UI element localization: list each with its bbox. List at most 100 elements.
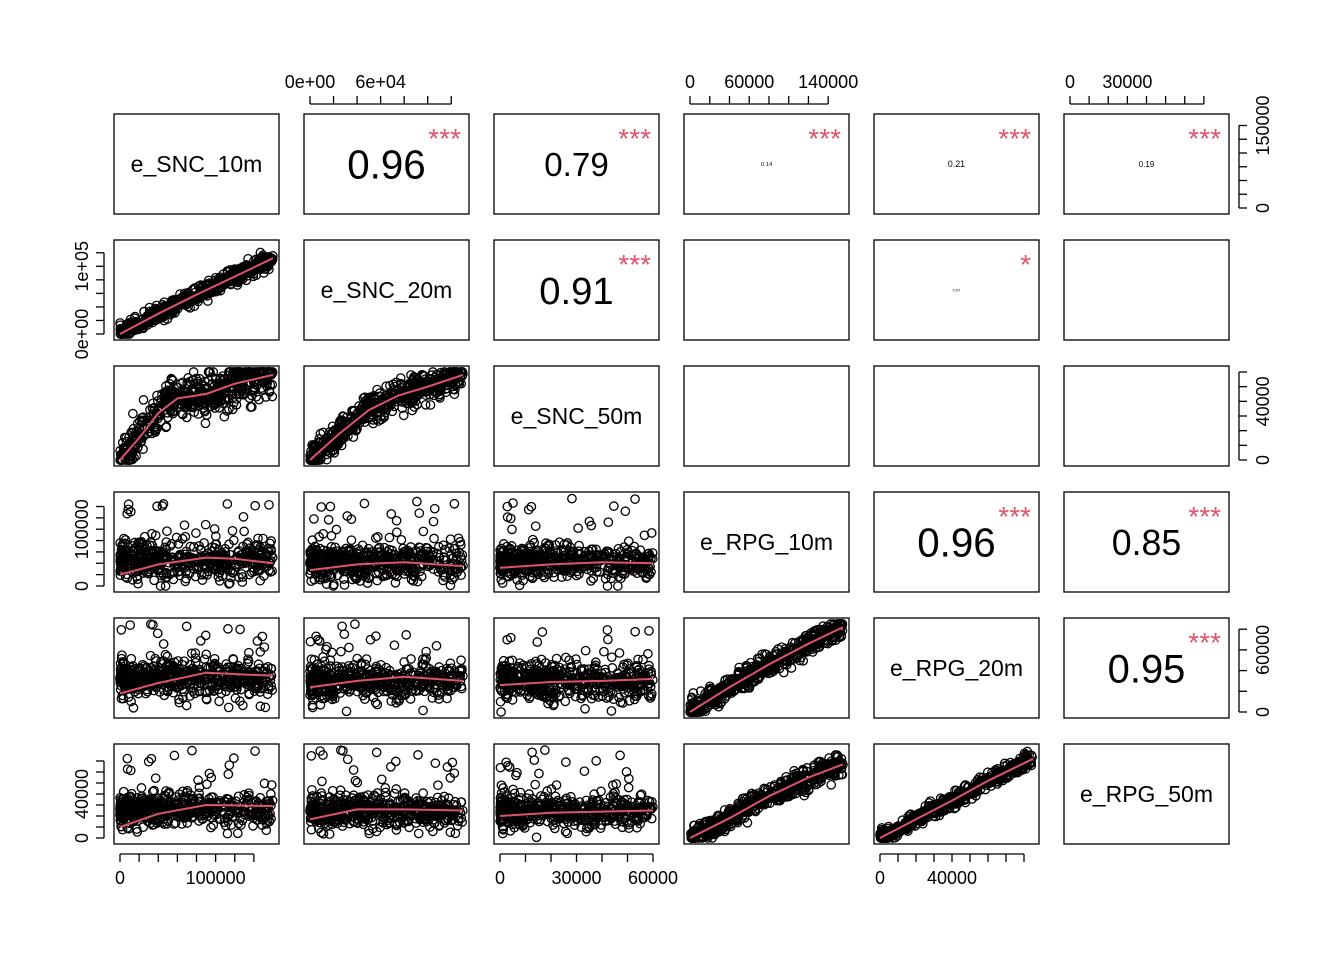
data-point	[264, 499, 274, 510]
data-point	[602, 625, 613, 635]
significance-stars-r0-c2: ***	[618, 123, 651, 154]
data-point	[325, 501, 336, 512]
data-point	[445, 534, 456, 545]
data-point	[199, 397, 210, 408]
data-point	[606, 706, 617, 716]
panel-frame-r5-c1	[303, 743, 470, 845]
data-point	[421, 646, 431, 657]
variable-label-e_RPG_50m: e_RPG_50m	[1080, 781, 1213, 807]
data-point	[309, 514, 319, 524]
data-point	[245, 402, 256, 412]
data-point	[170, 395, 181, 405]
data-point	[412, 496, 422, 507]
data-point	[195, 635, 206, 646]
data-point	[210, 385, 221, 396]
data-point	[121, 432, 132, 443]
data-point	[134, 423, 145, 434]
data-point	[231, 400, 242, 410]
data-point	[228, 266, 239, 277]
panel-frame-r0-c5	[1063, 113, 1230, 215]
data-point	[418, 526, 429, 537]
data-point	[250, 500, 261, 511]
correlation-value-r0-c5: 0.19	[1139, 160, 1155, 169]
correlation-value-r1-c4: 0.07	[953, 287, 962, 292]
panel-frame-r0-c1	[303, 113, 470, 215]
data-point	[643, 648, 653, 659]
panel-frame-r2-c4	[873, 365, 1040, 467]
panel-frame-r2-c2	[493, 365, 660, 467]
panel-frame-r3-c1	[303, 491, 470, 593]
panel-frame-r0-c4	[873, 113, 1040, 215]
data-point	[201, 649, 212, 660]
data-point	[115, 329, 126, 339]
data-point	[126, 452, 137, 462]
variable-label-e_SNC_20m: e_SNC_20m	[321, 277, 453, 303]
data-point	[620, 506, 631, 517]
data-point	[456, 655, 466, 666]
data-point	[164, 378, 175, 389]
data-point	[127, 428, 138, 438]
data-point	[567, 493, 577, 504]
data-point	[156, 416, 166, 427]
data-point	[219, 411, 230, 422]
panel-frame-r5-c2	[493, 743, 660, 845]
panel-frame-r5-c5	[1063, 743, 1230, 845]
data-point	[132, 320, 142, 330]
panel-frame-r1-c2	[493, 239, 660, 341]
data-point	[370, 697, 381, 708]
panel-frame-r2-c3	[683, 365, 850, 467]
data-point	[350, 619, 360, 629]
data-point	[162, 526, 172, 537]
data-point	[196, 288, 207, 298]
data-point	[235, 370, 246, 380]
panel-frame-r4-c1	[303, 617, 470, 719]
panel-frame-r3-c0	[113, 491, 280, 593]
data-point	[212, 378, 223, 389]
data-point	[158, 639, 169, 649]
significance-stars-r3-c4: ***	[998, 501, 1031, 532]
data-point	[428, 516, 439, 527]
panel-frame-r2-c0	[113, 365, 280, 467]
data-point	[210, 286, 221, 297]
variable-label-e_SNC_50m: e_SNC_50m	[511, 403, 643, 429]
significance-stars-r3-c5: ***	[1188, 501, 1221, 532]
data-point	[128, 408, 138, 419]
panel-frame-r4-c5	[1063, 617, 1230, 719]
scatter-panel-r4-c2	[495, 625, 658, 717]
data-point	[449, 498, 460, 509]
data-point	[138, 395, 149, 405]
data-point	[255, 701, 266, 712]
data-point	[116, 455, 127, 465]
data-point	[200, 630, 211, 641]
data-point	[210, 373, 221, 384]
data-point	[537, 627, 548, 637]
data-point	[223, 702, 234, 713]
panel-frame-r4-c4	[873, 617, 1040, 719]
data-point	[341, 706, 352, 717]
significance-stars-r4-c5: ***	[1188, 627, 1221, 658]
data-point	[384, 532, 395, 543]
data-point	[256, 367, 267, 377]
data-point	[161, 421, 172, 432]
data-point	[192, 378, 203, 389]
data-point	[401, 630, 412, 640]
data-point	[315, 428, 326, 439]
data-point	[247, 263, 257, 273]
data-point	[144, 412, 155, 422]
panel-frame-r0-c0	[113, 113, 280, 215]
panel-frame-r3-c2	[493, 491, 660, 593]
data-point	[202, 296, 213, 306]
data-point	[630, 626, 641, 637]
data-point	[391, 515, 402, 526]
smooth-line-r1-c0	[119, 257, 274, 335]
data-point	[532, 637, 543, 647]
scatter-panel-r3-c1	[305, 496, 468, 591]
data-point	[208, 367, 219, 377]
data-point	[205, 367, 215, 377]
correlation-value-r0-c2: 0.79	[544, 147, 609, 184]
data-point	[182, 378, 193, 389]
data-point	[197, 395, 208, 406]
data-point	[177, 408, 187, 419]
data-point	[603, 517, 614, 528]
